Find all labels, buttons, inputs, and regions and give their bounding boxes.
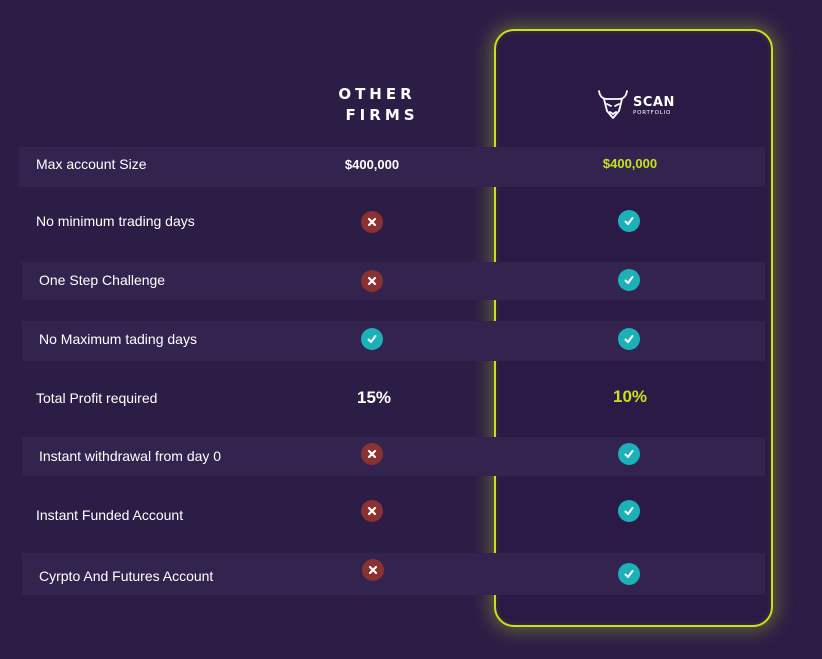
cross-icon [361,500,383,522]
row-band [22,321,765,361]
scan-max-account-size-value: $400,000 [602,156,658,171]
row-label-crypto-and-futures-account: Cyrpto And Futures Account [39,568,214,584]
check-icon [618,328,640,350]
row-band [22,437,765,476]
row-label-one-step-challenge: One Step Challenge [39,272,166,288]
scan-portfolio-logo: SCAN PORTFOLIO [597,86,675,122]
check-icon [618,269,640,291]
row-band [19,147,765,187]
brand-subtitle: PORTFOLIO [633,109,672,116]
other-firms-header: OTHER FIRMS [322,84,432,126]
scan-total-profit-value: 10% [612,387,648,406]
check-icon [618,443,640,465]
row-label-no-maximum-trading-days: No Maximum tading days [39,331,197,347]
other-firms-header-line1: OTHER [338,85,416,103]
row-band [22,553,765,595]
other-total-profit-value: 15% [356,388,392,407]
row-label-instant-funded-account: Instant Funded Account [36,507,184,523]
check-icon [618,563,640,585]
row-label-max-account-size: Max account Size [36,156,147,172]
other-firms-header-line2: FIRMS [345,106,419,124]
row-label-no-minimum-trading-days: No minimum trading days [36,213,195,229]
cross-icon [361,270,383,292]
check-icon [361,328,383,350]
cross-icon [362,559,384,581]
check-icon [618,210,640,232]
row-band [22,262,765,300]
row-label-instant-withdrawal: Instant withdrawal from day 0 [39,448,222,464]
brand-name: SCAN [633,94,675,110]
other-max-account-size-value: $400,000 [344,157,400,172]
row-label-total-profit-required: Total Profit required [36,390,158,406]
check-icon [618,500,640,522]
cross-icon [361,443,383,465]
bull-head-icon [598,90,628,119]
cross-icon [361,211,383,233]
